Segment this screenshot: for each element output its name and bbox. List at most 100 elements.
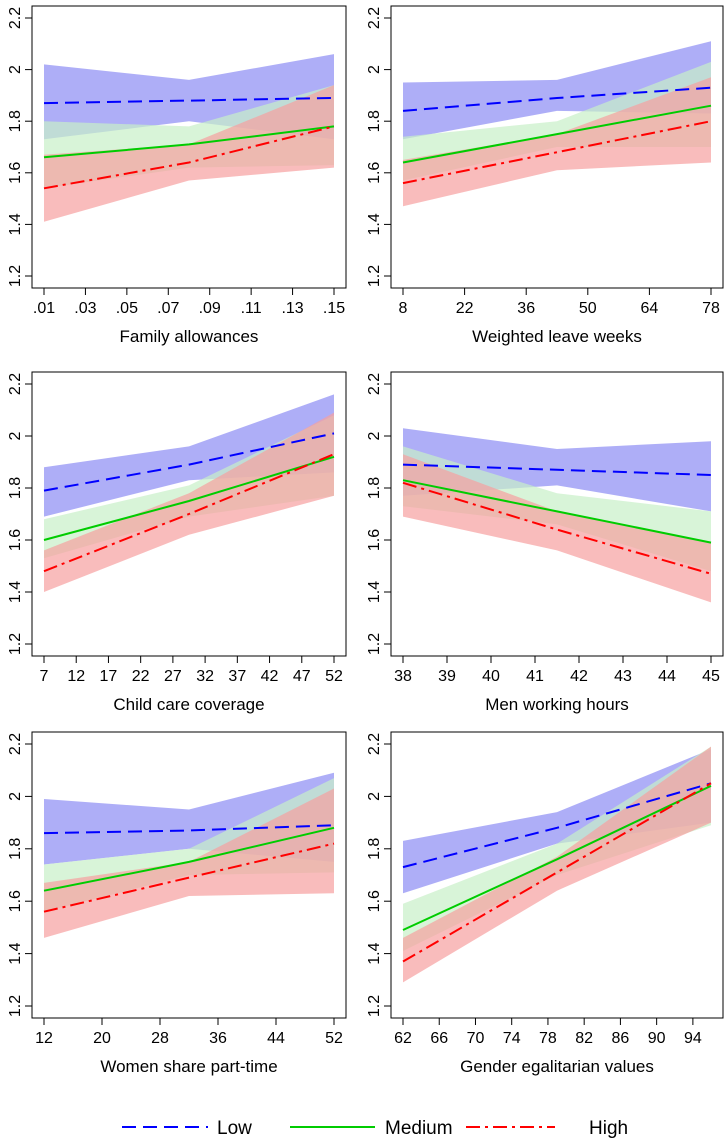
y-tick-label: 1.2 — [7, 265, 24, 287]
y-tick-label: 1.4 — [7, 942, 24, 964]
x-tick-label: 74 — [503, 1030, 521, 1047]
series-line-high — [402, 782, 712, 963]
series-line-medium — [43, 826, 335, 892]
ci-band-low — [403, 749, 711, 894]
ci-band-low — [44, 394, 334, 517]
y-tick-label: 1.6 — [366, 162, 383, 184]
y-tick-label: 2.2 — [366, 7, 383, 29]
series-line-high — [43, 125, 335, 190]
y-tick-label: 2.2 — [366, 373, 383, 395]
x-tick-label: 70 — [467, 1030, 485, 1047]
y-tick-label: 1.2 — [366, 633, 383, 655]
ci-band-high — [403, 77, 711, 207]
x-tick-label: 52 — [325, 668, 343, 685]
x-tick-label: 50 — [579, 300, 597, 317]
legend-label-high: High — [589, 1118, 628, 1139]
x-tick-label: .01 — [33, 300, 55, 317]
x-tick-label: 17 — [100, 668, 118, 685]
x-tick-label: .05 — [116, 300, 138, 317]
x-tick-label: 66 — [430, 1030, 448, 1047]
y-tick-label: 1.2 — [7, 633, 24, 655]
x-tick-label: .13 — [281, 300, 303, 317]
y-tick-label: 1.6 — [7, 162, 24, 184]
x-tick-label: .03 — [74, 300, 96, 317]
legend: Low Medium High — [122, 1118, 628, 1139]
y-tick-label: 1.6 — [366, 529, 383, 551]
y-tick-label: 1.4 — [366, 581, 383, 603]
x-tick-label: 78 — [539, 1030, 557, 1047]
y-tick-label: 1.8 — [7, 477, 24, 499]
x-tick-label: 41 — [526, 668, 544, 685]
x-tick-label: 42 — [261, 668, 279, 685]
x-tick-label: 82 — [575, 1030, 593, 1047]
y-tick-label: 1.8 — [366, 477, 383, 499]
x-tick-label: 64 — [641, 300, 659, 317]
series-line-high — [43, 453, 335, 573]
x-tick-label: 38 — [394, 668, 412, 685]
series-line-medium — [402, 784, 712, 931]
y-tick-label: 1.8 — [366, 110, 383, 132]
y-tick-label: 1.4 — [7, 213, 24, 235]
y-tick-label: 1.4 — [7, 581, 24, 603]
x-axis-title: Men working hours — [485, 695, 629, 714]
x-tick-label: 44 — [658, 668, 676, 685]
legend-label-medium: Medium — [385, 1118, 453, 1139]
x-tick-label: 62 — [394, 1030, 412, 1047]
x-tick-label: 42 — [570, 668, 588, 685]
series-line-high — [43, 842, 335, 913]
y-tick-label: 2 — [366, 792, 383, 801]
y-tick-label: 2.2 — [7, 733, 24, 755]
x-tick-label: 43 — [614, 668, 632, 685]
y-tick-label: 1.2 — [7, 995, 24, 1017]
x-tick-label: 28 — [151, 1030, 169, 1047]
x-tick-label: 22 — [456, 300, 474, 317]
ci-band-low — [403, 41, 711, 140]
y-tick-label: 1.4 — [366, 942, 383, 964]
y-tick-label: 1.8 — [7, 838, 24, 860]
x-tick-label: 86 — [612, 1030, 630, 1047]
y-tick-label: 1.4 — [366, 213, 383, 235]
chart-panel: .01 .03 .05 .07 .09 .11 .13 .15 1.2 1.4 1.6 1.8 2 2.2… — [7, 5, 347, 346]
chart-panel: 62 66 70 74 78 82 86 90 94 1.2 1.4 1.6 1.8 2 2.2 Gender… — [366, 731, 724, 1076]
x-tick-label: .07 — [157, 300, 179, 317]
ci-band-high — [403, 454, 711, 603]
x-tick-label: 36 — [209, 1030, 227, 1047]
chart-panel: 7 12 17 22 27 32 37 42 47 52 1.2 1.4 1.6 1.8 2 2.2 Child… — [7, 371, 347, 714]
x-axis-title: Women share part-time — [100, 1057, 277, 1076]
y-tick-label: 2.2 — [366, 733, 383, 755]
legend-label-low: Low — [217, 1118, 252, 1139]
ci-band-high — [44, 412, 334, 592]
y-tick-label: 2 — [366, 431, 383, 440]
x-tick-label: 32 — [196, 668, 214, 685]
x-tick-label: .11 — [241, 300, 262, 317]
ci-band-high — [44, 85, 334, 222]
x-tick-label: 7 — [40, 668, 49, 685]
x-tick-label: 22 — [132, 668, 150, 685]
y-tick-label: 2 — [7, 431, 24, 440]
y-tick-label: 1.8 — [7, 110, 24, 132]
ci-band-high — [44, 788, 334, 938]
x-axis-title: Gender egalitarian values — [460, 1057, 654, 1076]
chart-panel: 8 22 36 50 64 78 1.2 1.4 1.6 1.8 2 2.2 Weighted leav… — [366, 5, 724, 346]
series-line-medium — [402, 104, 712, 164]
x-tick-label: .15 — [323, 300, 345, 317]
y-tick-label: 2.2 — [7, 7, 24, 29]
y-tick-label: 2 — [7, 65, 24, 74]
series-line-low — [402, 463, 712, 476]
series-line-medium — [402, 479, 712, 544]
x-axis-title: Child care coverage — [113, 695, 264, 714]
y-tick-label: 2 — [366, 65, 383, 74]
series-line-medium — [43, 125, 335, 159]
x-tick-label: 12 — [67, 668, 85, 685]
x-tick-label: 40 — [482, 668, 500, 685]
y-tick-label: 1.6 — [7, 890, 24, 912]
y-tick-label: 1.6 — [366, 890, 383, 912]
y-tick-label: 1.2 — [366, 265, 383, 287]
x-tick-label: 45 — [702, 668, 720, 685]
chart-panel: 12 20 28 36 44 52 1.2 1.4 1.6 1.8 2 2.2 Women share … — [7, 731, 347, 1076]
x-tick-label: 94 — [684, 1030, 702, 1047]
y-tick-label: 1.6 — [7, 529, 24, 551]
y-tick-label: 1.8 — [366, 838, 383, 860]
x-tick-label: 52 — [325, 1030, 343, 1047]
